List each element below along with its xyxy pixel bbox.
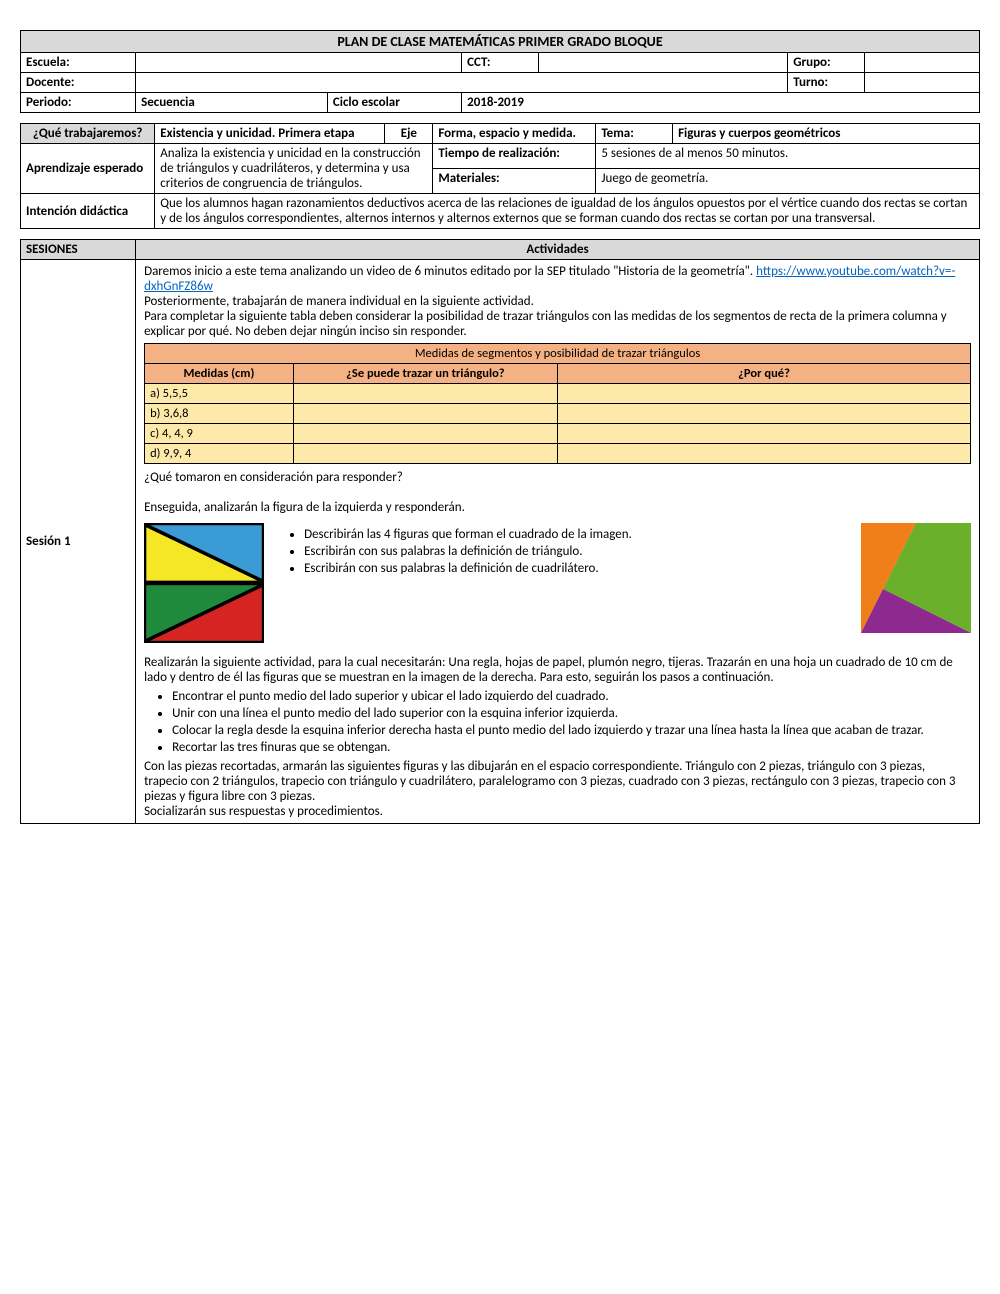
intencion-label: Intención didáctica: [21, 194, 155, 229]
tiempo-value: 5 sesiones de al menos 50 minutos.: [596, 144, 980, 169]
table-row: c) 4, 4, 9: [145, 424, 971, 444]
medidas-title: Medidas de segmentos y posibilidad de tr…: [145, 344, 971, 364]
bullets-1: Describirán las 4 figuras que forman el …: [276, 527, 849, 578]
ciclo-value: 2018-2019: [462, 93, 980, 113]
bullets-2: Encontrar el punto medio del lado superi…: [144, 689, 971, 755]
medidas-table: Medidas de segmentos y posibilidad de tr…: [144, 343, 971, 464]
col-sepuede: ¿Se puede trazar un triángulo?: [293, 364, 557, 384]
grupo-value: [864, 53, 979, 73]
sesiones-table: SESIONES Actividades Sesión 1 Daremos in…: [20, 239, 980, 824]
activity2-intro: Realizarán la siguiente actividad, para …: [144, 655, 971, 685]
tema-label: Tema:: [596, 124, 673, 144]
col-medidas: Medidas (cm): [145, 364, 294, 384]
medida-b: b) 3,6,8: [145, 404, 294, 424]
right-figure: [861, 523, 971, 637]
intro-text2: Posteriormente, trabajarán de manera ind…: [144, 294, 971, 309]
aprendizaje-label: Aprendizaje esperado: [21, 144, 155, 194]
session1-activities: Daremos inicio a este tema analizando un…: [136, 260, 980, 824]
list-item: Describirán las 4 figuras que forman el …: [304, 527, 849, 542]
aprendizaje-value: Analiza la existencia y unicidad en la c…: [155, 144, 433, 194]
intro-text: Daremos inicio a este tema analizando un…: [144, 264, 756, 279]
cct-label: CCT:: [462, 53, 539, 73]
fig-intro: Enseguida, analizarán la figura de la iz…: [144, 500, 971, 515]
list-item: Encontrar el punto medio del lado superi…: [172, 689, 971, 704]
list-item: Recortar las tres finuras que se obtenga…: [172, 740, 971, 755]
turno-label: Turno:: [788, 73, 865, 93]
table-row: d) 9,9, 4: [145, 444, 971, 464]
eje-value: Forma, espacio y medida.: [433, 124, 596, 144]
periodo-label: Periodo:: [21, 93, 136, 113]
info-table: ¿Qué trabajaremos? Existencia y unicidad…: [20, 123, 980, 229]
que-value: Existencia y unicidad. Primera etapa: [155, 124, 385, 144]
list-item: Escribirán con sus palabras la definició…: [304, 544, 849, 559]
medida-c: c) 4, 4, 9: [145, 424, 294, 444]
ciclo-label: Ciclo escolar: [327, 93, 461, 113]
medida-d: d) 9,9, 4: [145, 444, 294, 464]
left-figure: [144, 523, 264, 647]
tema-value: Figuras y cuerpos geométricos: [673, 124, 980, 144]
session1-label: Sesión 1: [21, 260, 136, 824]
q-consider: ¿Qué tomaron en consideración para respo…: [144, 470, 971, 485]
sesiones-header: SESIONES: [21, 240, 136, 260]
header-table: PLAN DE CLASE MATEMÁTICAS PRIMER GRADO B…: [20, 30, 980, 113]
escuela-value: [136, 53, 462, 73]
list-item: Colocar la regla desde la esquina inferi…: [172, 723, 971, 738]
cct-value: [538, 53, 787, 73]
table-row: b) 3,6,8: [145, 404, 971, 424]
intro-text3: Para completar la siguiente tabla deben …: [144, 309, 971, 339]
actividades-header: Actividades: [136, 240, 980, 260]
docente-label: Docente:: [21, 73, 136, 93]
tiempo-label: Tiempo de realización:: [433, 144, 596, 169]
materiales-label: Materiales:: [433, 169, 596, 194]
square-3shapes-icon: [861, 523, 971, 633]
intencion-value: Que los alumnos hagan razonamientos dedu…: [155, 194, 980, 229]
col-porque: ¿Por qué?: [558, 364, 971, 384]
closing1: Con las piezas recortadas, armarán las s…: [144, 759, 971, 804]
medida-a: a) 5,5,5: [145, 384, 294, 404]
secuencia-label: Secuencia: [136, 93, 328, 113]
list-item: Escribirán con sus palabras la definició…: [304, 561, 849, 576]
turno-value: [864, 73, 979, 93]
grupo-label: Grupo:: [788, 53, 865, 73]
docente-value: [136, 73, 788, 93]
que-label: ¿Qué trabajaremos?: [21, 124, 155, 144]
intro-paragraph: Daremos inicio a este tema analizando un…: [144, 264, 971, 294]
escuela-label: Escuela:: [21, 53, 136, 73]
table-row: a) 5,5,5: [145, 384, 971, 404]
materiales-value: Juego de geometría.: [596, 169, 980, 194]
plan-title: PLAN DE CLASE MATEMÁTICAS PRIMER GRADO B…: [21, 31, 980, 53]
eje-label: Eje: [385, 124, 433, 144]
figure-row: Describirán las 4 figuras que forman el …: [144, 523, 971, 647]
list-item: Unir con una línea el punto medio del la…: [172, 706, 971, 721]
square-4shapes-icon: [144, 523, 264, 643]
closing2: Socializarán sus respuestas y procedimie…: [144, 804, 971, 819]
